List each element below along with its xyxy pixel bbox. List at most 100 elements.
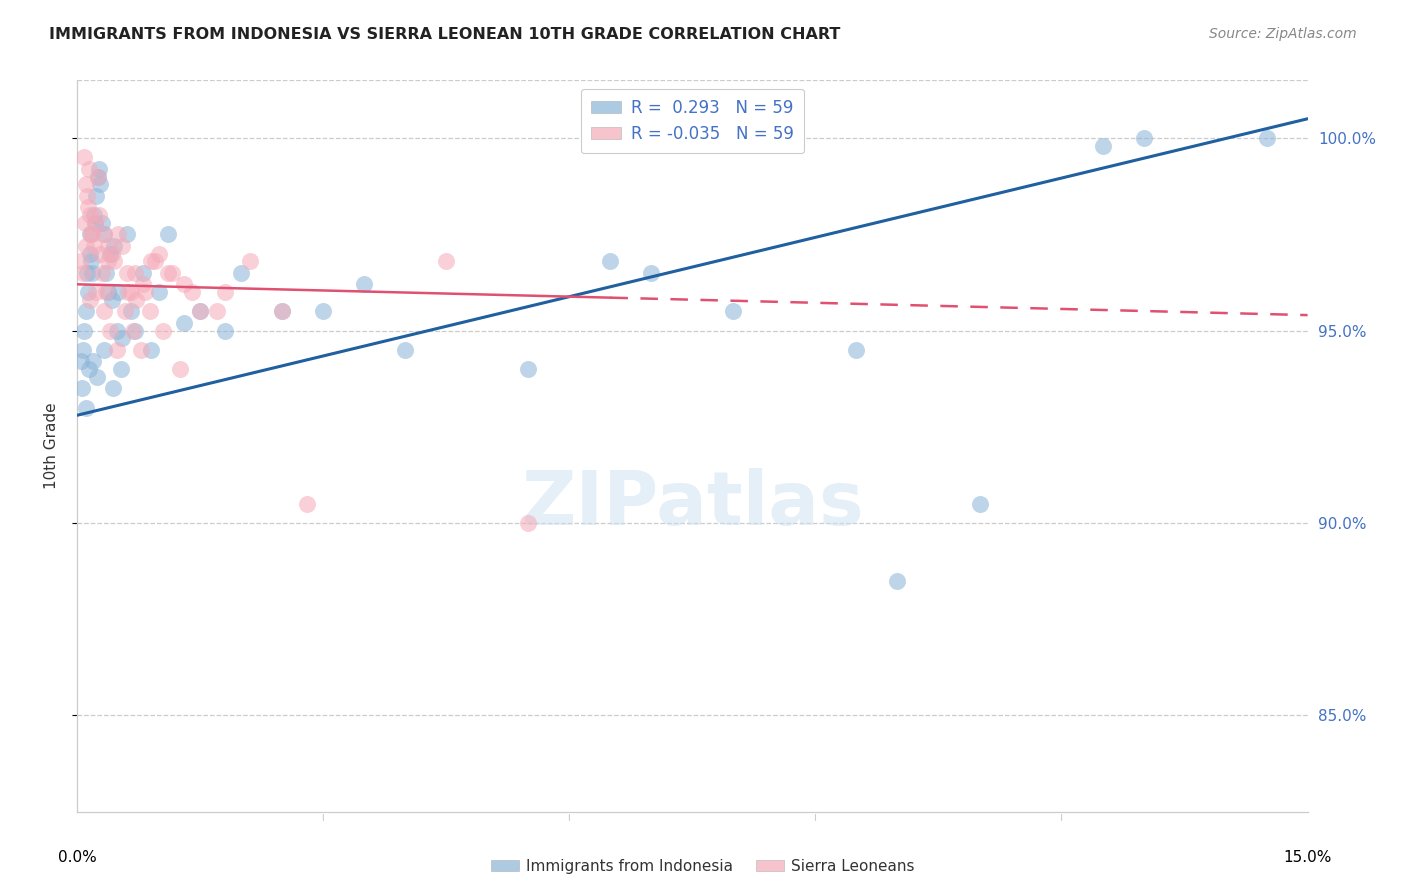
Point [132,277,155,292]
Text: Source: ZipAtlas.com: Source: ZipAtlas.com [1209,27,1357,41]
Point [969,497,991,511]
Point [87,169,110,184]
Point [239,254,262,268]
Point [89,246,111,260]
Point [181,285,204,299]
Point [640,266,662,280]
Point [75,178,97,192]
Point [84,216,107,230]
Point [1256,131,1278,145]
Point [138,304,160,318]
Point [117,285,139,299]
Point [75,239,97,253]
Point [101,293,124,307]
Point [120,285,142,299]
Point [231,266,253,280]
Point [94,285,117,299]
Point [77,362,100,376]
Point [394,343,416,357]
Point [77,285,100,299]
Point [271,304,294,318]
Point [115,266,138,280]
Point [79,227,101,242]
Point [148,246,170,260]
Point [188,304,212,318]
Point [141,343,163,357]
Point [111,331,134,345]
Point [80,227,103,242]
Point [143,254,166,268]
Text: 0.0%: 0.0% [58,850,97,865]
Point [110,362,132,376]
Point [1091,138,1114,153]
Point [89,208,111,222]
Point [97,285,120,299]
Point [79,293,101,307]
Point [156,266,179,280]
Point [105,343,128,357]
Point [295,497,318,511]
Point [205,304,228,318]
Point [169,362,191,376]
Point [73,216,96,230]
Point [107,285,129,299]
Point [160,266,183,280]
Point [124,266,146,280]
Point [73,324,96,338]
Point [76,188,98,202]
Point [517,516,540,530]
Point [101,381,124,395]
Point [70,254,93,268]
Point [84,216,107,230]
Point [98,246,121,260]
Point [152,324,174,338]
Point [75,401,97,415]
Point [132,266,155,280]
Point [97,254,120,268]
Point [111,239,134,253]
Point [436,254,458,268]
Point [75,304,97,318]
Point [214,285,236,299]
Point [148,285,170,299]
Point [214,324,236,338]
Legend: R =  0.293   N = 59, R = -0.035   N = 59: R = 0.293 N = 59, R = -0.035 N = 59 [581,88,804,153]
Point [103,239,125,253]
Point [122,324,145,338]
Point [90,216,114,230]
Point [77,161,100,176]
Point [93,304,115,318]
Point [114,304,136,318]
Point [90,266,114,280]
Point [87,169,110,184]
Point [101,246,124,260]
Point [89,178,111,192]
Point [141,254,163,268]
Point [86,369,108,384]
Point [97,239,120,253]
Legend: Immigrants from Indonesia, Sierra Leoneans: Immigrants from Indonesia, Sierra Leonea… [485,853,921,880]
Point [89,161,111,176]
Point [103,254,125,268]
Point [84,188,107,202]
Point [84,285,107,299]
Point [131,343,153,357]
Point [79,246,101,260]
Point [188,304,212,318]
Point [77,200,100,214]
Point [82,227,104,242]
Point [70,354,93,368]
Point [94,266,117,280]
Point [98,324,121,338]
Point [72,343,94,357]
Point [115,227,138,242]
Point [82,354,104,368]
Point [124,324,146,338]
Point [312,304,335,318]
Point [83,208,105,222]
Point [845,343,868,357]
Text: IMMIGRANTS FROM INDONESIA VS SIERRA LEONEAN 10TH GRADE CORRELATION CHART: IMMIGRANTS FROM INDONESIA VS SIERRA LEON… [49,27,841,42]
Point [73,150,96,164]
Point [105,324,128,338]
Point [107,227,129,242]
